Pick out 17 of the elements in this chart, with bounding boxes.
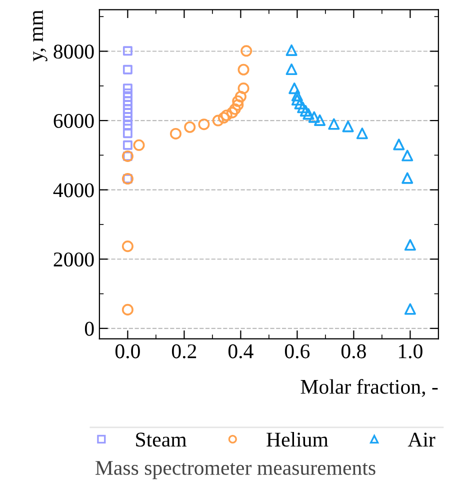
y-tick-label: 2000 [54, 252, 94, 267]
x-axis-title: Molar fraction, - [300, 379, 438, 397]
y-axis-title: y, mm [33, 10, 48, 62]
legend-label: Helium [266, 432, 328, 447]
y-tick-label: 6000 [54, 114, 94, 128]
x-tick-label: 0.4 [228, 344, 254, 358]
x-tick-label: 0.2 [172, 344, 196, 358]
x-tick-label: 0.8 [341, 344, 366, 358]
x-tick-label: 0.6 [284, 344, 310, 358]
text: Mass spectrometer measurements [96, 461, 376, 480]
x-tick-label: 0.0 [115, 344, 140, 358]
x-tick-label: 1.0 [399, 344, 422, 358]
y-tick-label: 4000 [53, 183, 94, 198]
legend-label: Air [408, 432, 436, 446]
y-tick-label: 8000 [54, 44, 94, 59]
y-tick-label: 0 [84, 322, 94, 336]
legend-label: Steam [136, 432, 186, 447]
